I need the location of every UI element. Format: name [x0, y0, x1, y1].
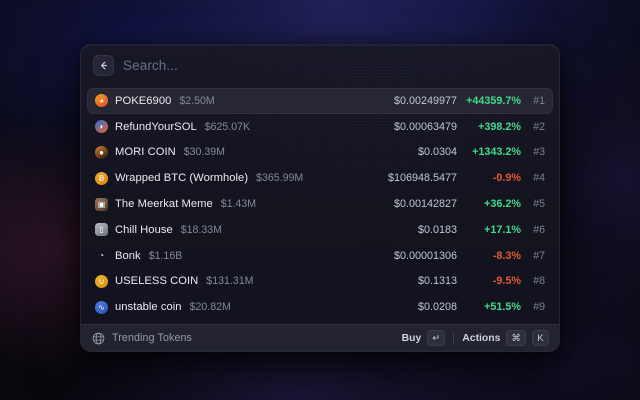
token-rank: #7	[533, 249, 545, 262]
token-row[interactable]: ◕ POKE6900 $2.50M $0.00249977 +44359.7% #1	[87, 88, 553, 114]
search-bar	[81, 45, 559, 86]
token-market-cap: $365.99M	[256, 172, 304, 185]
actions-label[interactable]: Actions	[462, 332, 501, 344]
token-name: USELESS COIN	[115, 275, 199, 288]
token-rank: #9	[533, 301, 545, 314]
token-price: $0.00142827	[393, 198, 457, 211]
footer-label: Trending Tokens	[112, 332, 192, 344]
token-rank: #4	[533, 172, 545, 185]
token-unstable-coin-icon: ∿	[95, 300, 108, 314]
token-market-cap: $1.16B	[148, 249, 183, 262]
buy-label[interactable]: Buy	[401, 332, 422, 344]
token-row[interactable]: ▯ Chill House $18.33M $0.0183 +17.1% #6	[87, 217, 553, 243]
token-row[interactable]: ▣ The Meerkat Meme $1.43M $0.00142827 +36.2%…	[87, 191, 553, 217]
search-input[interactable]	[123, 55, 545, 76]
token-chill-house-icon: ▯	[95, 223, 108, 237]
token-market-cap: $1.43M	[220, 198, 257, 211]
token-price: $0.0304	[417, 146, 457, 159]
footer-shortcuts: Buy ↵ Actions ⌘ K	[402, 330, 549, 346]
token-poke6900-icon: ◕	[95, 94, 108, 108]
token-name: Chill House	[115, 223, 173, 236]
token-bonk-icon: ◔	[99, 251, 104, 261]
footer-context[interactable]: Trending Tokens	[92, 332, 192, 345]
token-refundyoursol-icon: ◗	[95, 120, 108, 134]
token-row[interactable]: ◔ Bonk $1.16B $0.00001306 -8.3% #7	[87, 243, 553, 269]
token-rank: #8	[533, 275, 545, 288]
token-useless-coin-icon: ∪	[95, 274, 108, 288]
token-rank: #2	[533, 120, 545, 133]
token-rank: #6	[533, 223, 545, 236]
token-market-cap: $131.31M	[206, 275, 254, 288]
token-market-cap: $30.39M	[183, 146, 225, 159]
token-price: $0.1313	[417, 275, 457, 288]
token-row[interactable]: Ƀ Wrapped BTC (Wormhole) $365.99M $106948.5…	[87, 165, 553, 191]
token-rank: #3	[533, 146, 545, 159]
token-name: RefundYourSOL	[115, 120, 197, 133]
token-name: unstable coin	[115, 301, 182, 314]
token-name: POKE6900	[115, 94, 172, 107]
globe-icon	[92, 332, 105, 345]
token-row[interactable]: ◗ RefundYourSOL $625.07K $0.00063479 +398.2%…	[87, 114, 553, 140]
token-name: Bonk	[115, 249, 141, 262]
token-price: $0.0208	[417, 301, 457, 314]
token-list: ◕ POKE6900 $2.50M $0.00249977 +44359.7% #1 ◗ Re…	[81, 86, 559, 324]
token-change: +51.5%	[484, 301, 521, 314]
token-market-cap: $20.82M	[189, 301, 231, 314]
token-change: -8.3%	[492, 249, 521, 262]
enter-key[interactable]: ↵	[427, 330, 446, 346]
token-change: +398.2%	[478, 120, 521, 133]
token-row[interactable]: ● MORI COIN $30.39M $0.0304 +1343.2% #3	[87, 140, 553, 166]
token-market-cap: $2.50M	[179, 94, 215, 107]
command-key[interactable]: ⌘	[506, 330, 526, 346]
token-price: $0.00001306	[393, 249, 457, 262]
token-change: -0.9%	[492, 172, 521, 185]
arrow-left-icon	[98, 60, 109, 71]
token-change: +1343.2%	[472, 146, 521, 159]
token-price: $0.00249977	[393, 94, 457, 107]
back-button[interactable]	[93, 55, 114, 76]
token-name: Wrapped BTC (Wormhole)	[115, 172, 249, 185]
token-change: +36.2%	[484, 198, 521, 211]
token-market-cap: $18.33M	[180, 223, 222, 236]
token-rank: #1	[533, 94, 545, 107]
token-name: MORI COIN	[115, 146, 176, 159]
token-change: -9.5%	[492, 275, 521, 288]
token-price: $0.00063479	[393, 120, 457, 133]
footer-divider	[453, 332, 455, 344]
token-row[interactable]: ∿ unstable coin $20.82M $0.0208 +51.5% #9	[87, 294, 553, 320]
token-change: +17.1%	[484, 223, 521, 236]
token-price: $0.0183	[417, 223, 457, 236]
token-market-cap: $625.07K	[204, 120, 251, 133]
token-row[interactable]: ∪ USELESS COIN $131.31M $0.1313 -9.5% #8	[87, 269, 553, 295]
token-change: +44359.7%	[466, 94, 521, 107]
palette-footer: Trending Tokens Buy ↵ Actions ⌘ K	[81, 324, 559, 351]
token-mori-coin-icon: ●	[95, 145, 108, 159]
token-name: The Meerkat Meme	[115, 198, 213, 211]
token-wrapped-btc-icon: Ƀ	[95, 171, 108, 185]
token-meerkat-meme-icon: ▣	[95, 197, 108, 211]
k-key[interactable]: K	[532, 330, 549, 346]
token-price: $106948.5477	[387, 172, 457, 185]
token-rank: #5	[533, 198, 545, 211]
command-palette: ◕ POKE6900 $2.50M $0.00249977 +44359.7% #1 ◗ Re…	[80, 44, 560, 352]
